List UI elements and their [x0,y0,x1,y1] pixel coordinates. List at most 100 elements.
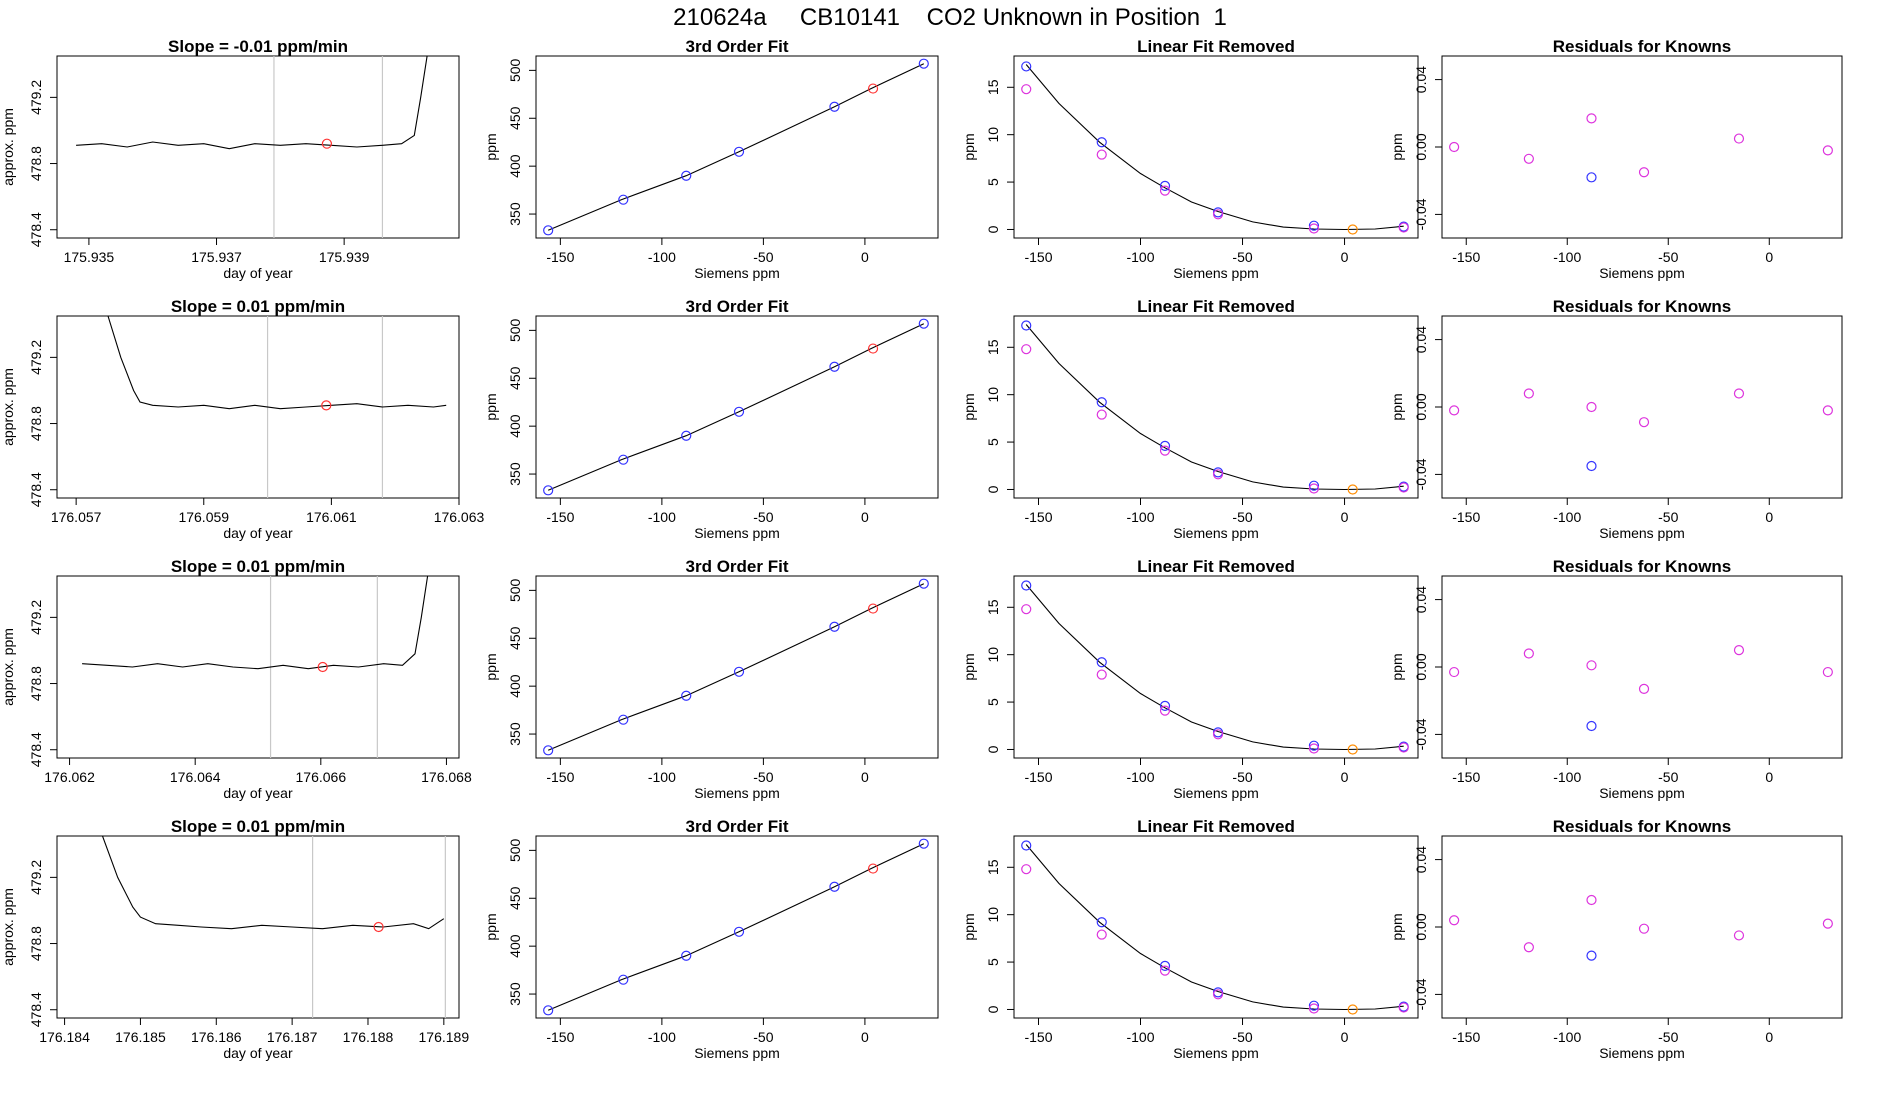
y-tick-label: 5 [985,958,1001,966]
reference-point [1308,223,1320,234]
plot-frame [56,55,460,239]
known-point [543,745,554,756]
panel-2-0: Slope = 0.01 ppm/min 176.062 176.064 176.06… [0,557,472,801]
y-tick-label: 0.00 [1413,913,1429,940]
y-axis-label: ppm [1389,653,1405,680]
y-tick-label: 0.04 [1413,846,1429,873]
plot-data [1021,840,1409,1015]
known-point [618,454,629,465]
trace-line [107,316,447,410]
known-point [918,58,929,69]
x-tick-label: 176.059 [178,509,229,525]
plot-data [543,318,929,496]
reference-point [1308,483,1320,494]
x-axis-label: day of year [223,785,293,801]
plot-frame [535,575,939,759]
plot-title: Linear Fit Removed [1137,37,1295,56]
fit-curve [1025,324,1404,491]
reference-point [1159,445,1171,456]
known-point [681,950,692,961]
reference-point [1096,149,1107,160]
x-axis-label: Siemens ppm [1599,525,1685,541]
y-tick-label: 478.8 [28,666,44,701]
x-tick-label: -100 [648,1029,676,1045]
plot-frame [535,835,939,1019]
y-axis-label: ppm [483,133,499,160]
reference-point [1523,648,1534,659]
known-point [681,170,692,181]
plot-data [82,576,429,758]
plot-title: 3rd Order Fit [686,817,789,836]
known-point [1308,220,1320,231]
y-axis-label: ppm [483,913,499,940]
plot-title: Residuals for Knowns [1553,557,1732,576]
x-tick-label: -50 [753,769,773,785]
y-tick-label: 0.00 [1413,393,1429,420]
y-tick-label: 500 [507,58,523,82]
known-point [1308,480,1320,491]
trace-line [82,576,429,670]
y-tick-label: 478.8 [28,146,44,181]
trace-line [76,56,428,150]
plot-title: Residuals for Knowns [1553,37,1732,56]
x-axis-label: day of year [223,525,293,541]
known-point [1586,950,1597,961]
known-point [1021,580,1032,591]
y-tick-label: 0 [985,225,1001,233]
reference-point [1733,388,1745,399]
x-tick-label: -150 [546,249,574,265]
known-point [1021,320,1032,331]
plot-data [543,578,929,756]
known-point [1096,657,1107,668]
plot-frame [1013,575,1419,759]
plot-frame [1013,315,1419,499]
y-tick-label: 350 [507,462,523,486]
plot-data [101,836,446,1018]
known-point [829,881,840,892]
reference-point [1021,604,1032,615]
x-tick-label: -50 [1658,509,1678,525]
x-tick-label: -50 [1658,769,1678,785]
x-tick-label: 176.189 [419,1029,470,1045]
known-point [618,974,629,985]
y-tick-label: 500 [507,578,523,602]
x-tick-label: -50 [753,249,773,265]
x-tick-label: 176.186 [191,1029,242,1045]
y-tick-label: 400 [507,934,523,958]
panel-0-0: Slope = -0.01 ppm/min 175.935 175.937 175.9… [0,37,460,281]
x-tick-label: 176.064 [170,769,221,785]
plot-title: Linear Fit Removed [1137,817,1295,836]
y-axis-label: approx. ppm [0,368,16,446]
x-axis-label: Siemens ppm [694,785,780,801]
reference-point [1021,84,1032,95]
known-point [543,485,554,496]
y-tick-label: 10 [985,387,1001,403]
fit-curve [1025,584,1404,751]
x-axis-label: day of year [223,1045,293,1061]
x-tick-label: 176.063 [434,509,485,525]
plot-title: Residuals for Knowns [1553,817,1732,836]
y-tick-label: 450 [507,106,523,130]
y-tick-label: 15 [985,859,1001,875]
plot-frame [1013,835,1419,1019]
x-tick-label: -100 [1126,769,1154,785]
x-tick-label: 176.185 [115,1029,166,1045]
y-tick-label: 478.8 [28,406,44,441]
x-tick-label: -100 [1126,249,1154,265]
known-point [1159,960,1171,971]
panel-1-2: Linear Fit Removed -150 -100 -50 0 0 5 10 15 Siem… [961,297,1419,541]
reference-point [1523,942,1534,953]
y-tick-label: 5 [985,178,1001,186]
y-tick-label: 478.4 [28,212,44,247]
y-tick-label: 350 [507,202,523,226]
x-tick-label: -100 [1553,769,1581,785]
x-tick-label: 175.937 [191,249,242,265]
known-point [1159,440,1171,451]
panel-1-0: Slope = 0.01 ppm/min 176.057 176.059 176.06… [0,297,485,541]
plot-title: Slope = 0.01 ppm/min [171,297,345,316]
y-axis-label: approx. ppm [0,108,16,186]
x-axis-label: Siemens ppm [1173,265,1259,281]
y-tick-label: 10 [985,907,1001,923]
reference-point [1586,894,1597,906]
